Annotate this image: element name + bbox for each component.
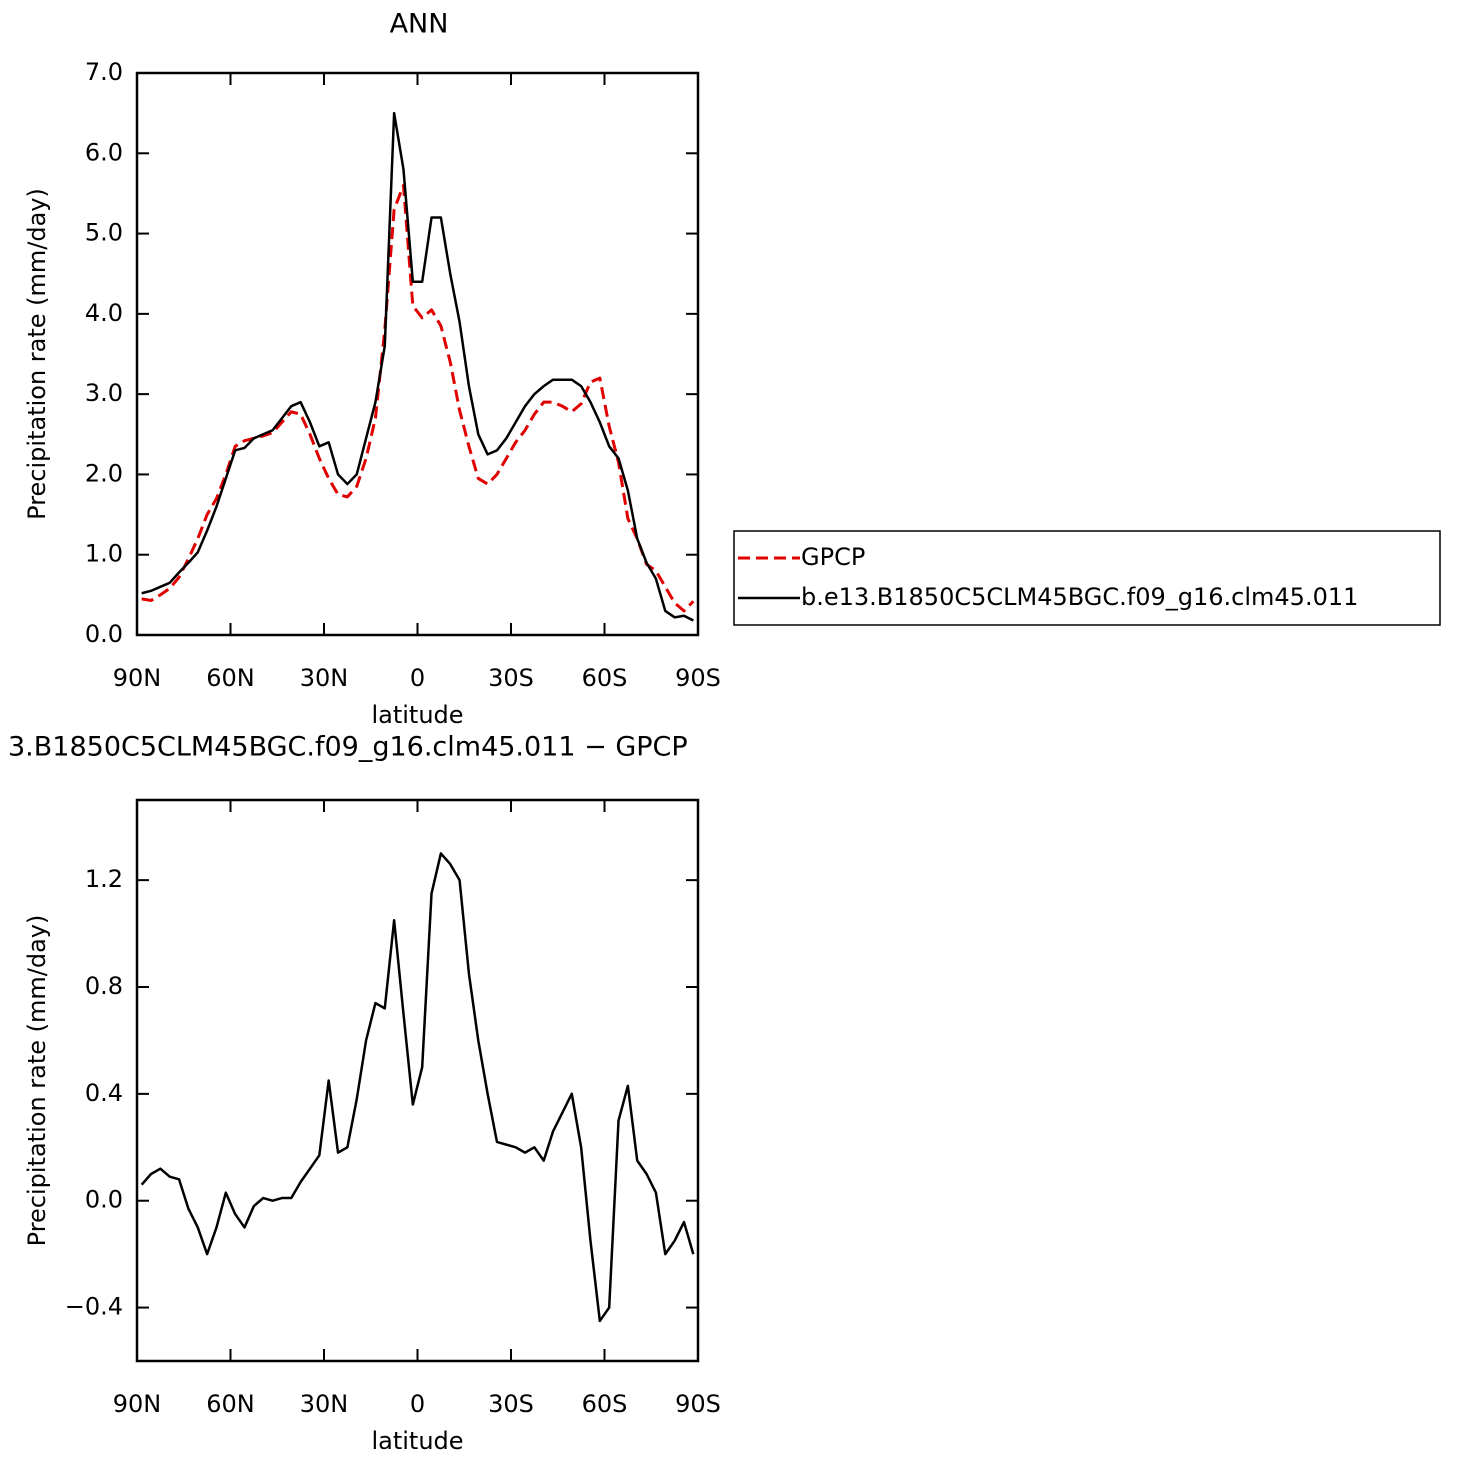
series-line bbox=[141, 111, 694, 622]
y-tick-label: 2.0 bbox=[85, 459, 123, 487]
plot-frame bbox=[135, 798, 700, 1363]
y-tick-label: 3.0 bbox=[85, 379, 123, 407]
y-tick-label: 0.0 bbox=[85, 1186, 123, 1214]
legend-label: b.e13.B1850C5CLM45BGC.f09_g16.clm45.011 bbox=[801, 583, 1358, 611]
x-tick-label: 90S bbox=[675, 664, 721, 692]
chart-title: ANN bbox=[390, 9, 449, 40]
y-tick-label: −0.4 bbox=[65, 1293, 123, 1321]
x-tick-label: 30S bbox=[488, 664, 534, 692]
series-line bbox=[141, 183, 695, 613]
x-tick-label: 0 bbox=[410, 1390, 425, 1418]
x-tick-label: 60S bbox=[582, 664, 628, 692]
y-tick-label: 7.0 bbox=[85, 58, 123, 86]
y-tick-label: 0.8 bbox=[85, 972, 123, 1000]
y-tick-label: 0.4 bbox=[85, 1079, 123, 1107]
y-axis-label: Precipitation rate (mm/day) bbox=[23, 915, 51, 1247]
x-tick-label: 0 bbox=[410, 664, 425, 692]
y-tick-label: 1.0 bbox=[85, 540, 123, 568]
x-tick-label: 60S bbox=[582, 1390, 628, 1418]
y-tick-label: 0.0 bbox=[85, 620, 123, 648]
x-axis-label: latitude bbox=[371, 701, 463, 729]
y-tick-label: 4.0 bbox=[85, 299, 123, 327]
plot-frame bbox=[135, 71, 700, 637]
x-tick-label: 30S bbox=[488, 1390, 534, 1418]
y-tick-label: 6.0 bbox=[85, 138, 123, 166]
x-axis-label: latitude bbox=[371, 1427, 463, 1455]
x-tick-label: 90N bbox=[113, 664, 162, 692]
y-tick-label: 1.2 bbox=[85, 865, 123, 893]
legend-label: GPCP bbox=[801, 543, 865, 571]
x-tick-label: 60N bbox=[206, 1390, 255, 1418]
legend-box bbox=[733, 530, 1441, 626]
y-tick-label: 5.0 bbox=[85, 219, 123, 247]
x-tick-label: 60N bbox=[206, 664, 255, 692]
series-line bbox=[140, 852, 695, 1323]
x-tick-label: 30N bbox=[300, 664, 349, 692]
x-tick-label: 90S bbox=[675, 1390, 721, 1418]
x-tick-label: 90N bbox=[113, 1390, 162, 1418]
x-tick-label: 30N bbox=[300, 1390, 349, 1418]
y-axis-label: Precipitation rate (mm/day) bbox=[23, 188, 51, 520]
chart-title: 3.B1850C5CLM45BGC.f09_g16.clm45.011 − GP… bbox=[8, 732, 688, 763]
